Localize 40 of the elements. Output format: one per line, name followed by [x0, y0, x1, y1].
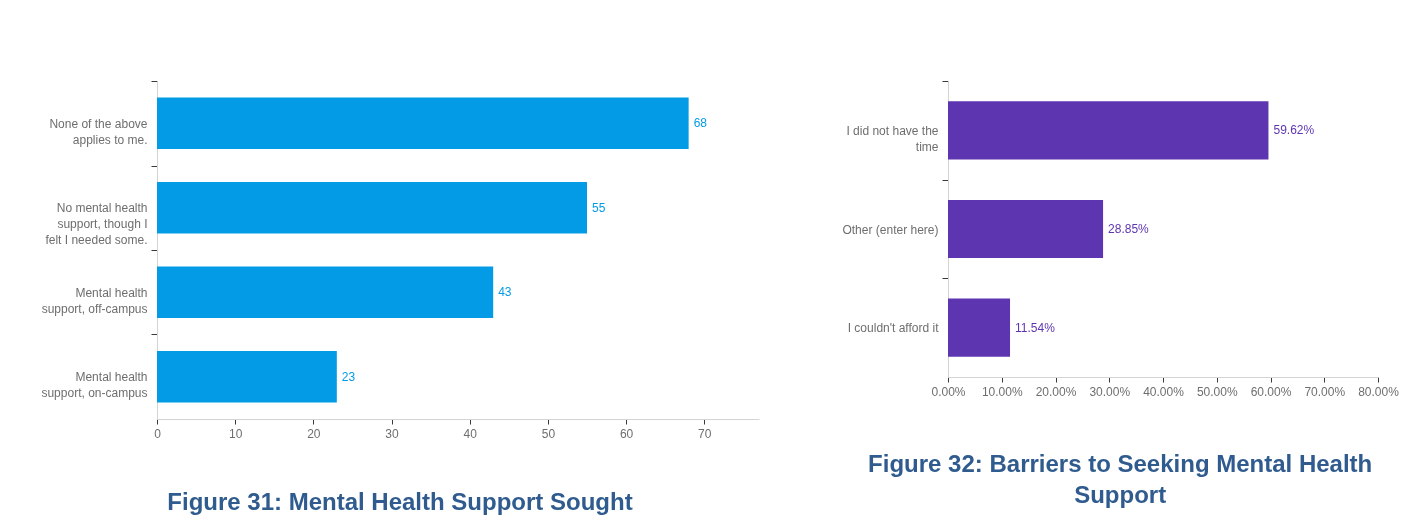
text: Figure 32: Barriers to Seeking Mental Health Support: [868, 450, 1373, 508]
bar: [948, 199, 1104, 259]
x-tick-label: 80.00%: [1358, 384, 1400, 399]
x-tick-label: 50.00%: [1196, 384, 1238, 399]
x-tick-label: 30: [385, 426, 400, 441]
x-tick-label: 40.00%: [1143, 384, 1185, 399]
data-label: 11.54%: [1015, 320, 1056, 335]
y-tick-label: No mental health support, though I felt I needed some.: [45, 201, 148, 248]
bar: [157, 266, 494, 319]
y-tick-label: Other (enter here): [842, 222, 939, 237]
x-tick-label: 60: [619, 426, 634, 441]
y-tick-label: Mental health support, off-campus: [41, 285, 148, 316]
x-tick-label: 20: [307, 426, 321, 441]
data-label: 23: [341, 369, 356, 384]
x-tick-label: 70.00%: [1304, 384, 1346, 399]
x-tick-label: 0.00%: [931, 384, 966, 399]
text: Figure 31: Mental Health Support Sought: [167, 488, 633, 515]
bar: [948, 298, 1011, 357]
bar: [157, 350, 337, 403]
y-tick-label: Mental health support, on-campus: [41, 370, 148, 401]
data-label: 68: [693, 116, 708, 131]
bar: [157, 97, 689, 150]
x-tick-label: 70: [698, 426, 712, 441]
bar: [948, 101, 1269, 160]
x-tick-label: 60.00%: [1250, 384, 1292, 399]
bar: [157, 181, 587, 234]
data-label: 43: [498, 285, 512, 300]
x-tick-label: 0: [154, 426, 162, 441]
x-tick-label: 40: [463, 426, 478, 441]
x-tick-label: 30.00%: [1089, 384, 1131, 399]
x-tick-label: 20.00%: [1035, 384, 1077, 399]
x-tick-label: 10: [229, 426, 243, 441]
data-label: 55: [592, 200, 606, 215]
y-tick-label: I couldn't afford it: [847, 321, 940, 336]
x-tick-label: 10.00%: [981, 384, 1023, 399]
y-tick-label: None of the above applies to me.: [49, 116, 148, 147]
data-label: 59.62%: [1273, 123, 1315, 138]
data-label: 28.85%: [1108, 222, 1150, 236]
x-tick-label: 50: [541, 426, 556, 441]
y-tick-label: I did not have the time: [846, 123, 939, 154]
